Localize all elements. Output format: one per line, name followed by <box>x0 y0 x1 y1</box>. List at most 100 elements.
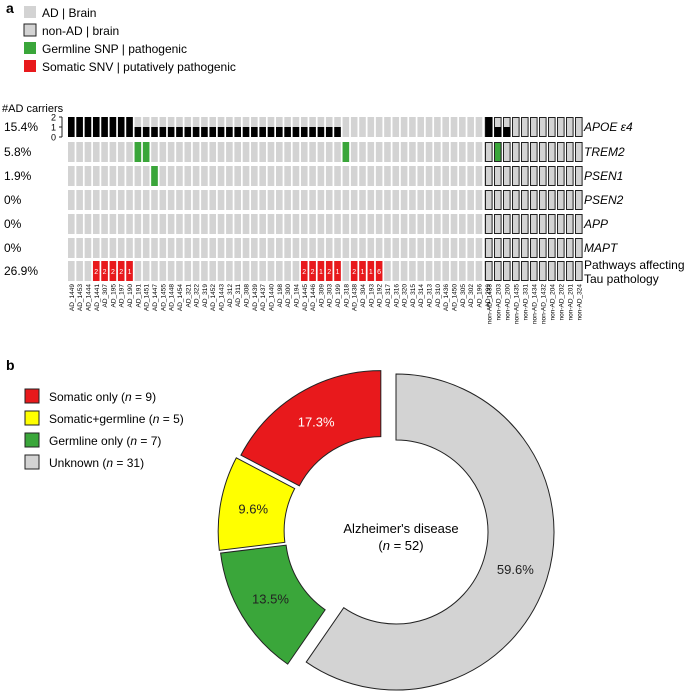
ad-cell <box>467 190 474 210</box>
non-ad-cell <box>548 117 556 137</box>
panel-a-legend: AD | Brain non-AD | brain Germline SNP | p… <box>23 6 236 74</box>
sample-label: AD_312 <box>227 284 234 308</box>
ad-cell <box>68 214 75 234</box>
ad-cell <box>475 261 483 281</box>
ad-cell <box>84 166 92 186</box>
ad-cell <box>159 190 167 210</box>
sample-label: AD_1448 <box>169 284 176 311</box>
ad-cell <box>192 238 200 258</box>
ad-cell <box>151 190 158 210</box>
ad-cell <box>251 261 258 281</box>
ad-cell <box>317 214 325 234</box>
somatic-cell <box>325 261 333 281</box>
non-ad-cell <box>539 166 547 186</box>
apoe-axis-tick-label: 2 <box>51 113 56 123</box>
ad-cell <box>442 214 449 234</box>
ad-cell <box>392 166 400 186</box>
sample-label: AD_317 <box>385 284 392 308</box>
ad-cell <box>209 190 217 210</box>
sample-label: non-AD_200 <box>504 284 511 321</box>
ad-cell <box>134 214 142 234</box>
ad-cell <box>184 142 192 162</box>
ad-cell <box>84 238 92 258</box>
row-gene-label: Tau pathology <box>584 272 659 286</box>
ad-cell <box>384 142 391 162</box>
non-ad-cell <box>575 166 583 186</box>
ad-cell <box>284 261 291 281</box>
ad-cell <box>325 238 333 258</box>
ad-cell <box>126 214 133 234</box>
apoe-bar <box>485 117 493 137</box>
non-ad-cell <box>575 190 583 210</box>
ad-cell <box>400 142 408 162</box>
non-ad-cell <box>530 166 538 186</box>
sample-label: AD_313 <box>427 284 434 308</box>
row-gene-label: MAPT <box>584 241 619 255</box>
ad-cell <box>467 238 474 258</box>
sample-label: AD_1455 <box>160 284 167 311</box>
legend-swatch <box>24 60 36 72</box>
ad-cell <box>226 214 233 234</box>
somatic-cell <box>367 261 375 281</box>
apoe-bar <box>284 127 291 137</box>
row-gene-label: APP <box>583 217 608 231</box>
ad-cell <box>367 214 375 234</box>
ad-cell <box>325 190 333 210</box>
non-ad-cell <box>539 190 547 210</box>
apoe-bar <box>226 127 233 137</box>
ad-cell <box>475 142 483 162</box>
ad-cell <box>109 142 117 162</box>
donut-segment <box>220 544 326 665</box>
ad-cell <box>176 166 183 186</box>
sample-label: AD_299 <box>485 284 492 308</box>
ad-cell <box>117 214 125 234</box>
non-ad-cell <box>557 166 565 186</box>
ad-cell <box>209 261 217 281</box>
sample-label: AD_302 <box>468 284 475 308</box>
ad-cell <box>142 166 150 186</box>
non-ad-cell <box>566 117 574 137</box>
legend-label: Unknown (n = 31) <box>49 456 144 470</box>
ad-cell <box>475 117 483 137</box>
ad-cell <box>267 166 275 186</box>
ad-cell <box>251 142 258 162</box>
germline-cell <box>134 142 142 162</box>
non-ad-cell <box>494 238 502 258</box>
ad-cell <box>167 166 175 186</box>
ad-cell <box>342 214 350 234</box>
ad-cell <box>284 238 291 258</box>
sample-label: AD_319 <box>202 284 209 308</box>
ad-cell <box>359 238 366 258</box>
ad-cell <box>192 261 200 281</box>
ad-cell <box>400 238 408 258</box>
row-percent: 0% <box>4 217 22 231</box>
sample-label: AD_196 <box>476 284 483 308</box>
ad-cell <box>450 238 458 258</box>
ad-cell <box>151 261 158 281</box>
somatic-cell <box>126 261 133 281</box>
non-ad-cell <box>494 261 502 281</box>
non-ad-cell <box>503 261 511 281</box>
sample-label: AD_1446 <box>310 284 317 311</box>
sample-label: AD_314 <box>418 284 425 308</box>
ad-cell <box>126 238 133 258</box>
sample-label: AD_1436 <box>443 284 450 311</box>
ad-cell <box>217 238 225 258</box>
sample-label: non-AD_324 <box>576 284 583 321</box>
non-ad-cell <box>566 166 574 186</box>
apoe-bar <box>242 127 250 137</box>
apoe-bar <box>176 127 183 137</box>
ad-cell <box>84 190 92 210</box>
ad-cell <box>375 190 383 210</box>
non-ad-cell <box>485 214 493 234</box>
donut-segment <box>240 370 382 487</box>
sample-label: AD_1450 <box>452 284 459 311</box>
ad-cell <box>292 261 300 281</box>
sample-label: AD_315 <box>410 284 417 308</box>
apoe-bar <box>76 117 83 137</box>
apoe-bar <box>317 127 325 137</box>
sample-label: AD_197 <box>119 284 126 308</box>
ad-cell <box>317 142 325 162</box>
ad-cell <box>276 142 283 162</box>
sample-label: AD_199 <box>335 284 342 308</box>
